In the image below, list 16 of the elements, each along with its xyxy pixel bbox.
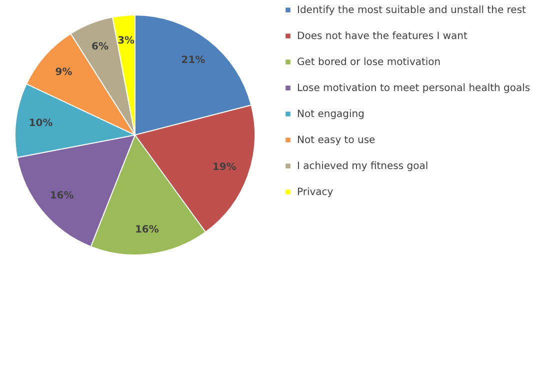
data-label: 19% — [212, 162, 236, 174]
legend-label: Not easy to use — [297, 135, 376, 146]
legend-label: Not engaging — [297, 109, 364, 120]
data-label: 6% — [92, 42, 109, 53]
legend-label: Get bored or lose motivation — [297, 57, 441, 68]
legend-label: Lose motivation to meet personal health goals — [297, 83, 530, 94]
legend-label: Does not have the features I want — [297, 31, 468, 42]
data-label: 3% — [118, 35, 135, 46]
legend-label: I achieved my fitness goal — [297, 161, 428, 172]
data-label: 16% — [134, 224, 159, 236]
legend-label: Privacy — [297, 187, 334, 198]
data-label: 9% — [55, 67, 72, 78]
data-label: 16% — [50, 190, 74, 202]
data-label: 21% — [181, 54, 206, 66]
legend-label: Identify the most suitable and unstall the rest — [297, 5, 526, 16]
data-label: 10% — [28, 118, 53, 130]
